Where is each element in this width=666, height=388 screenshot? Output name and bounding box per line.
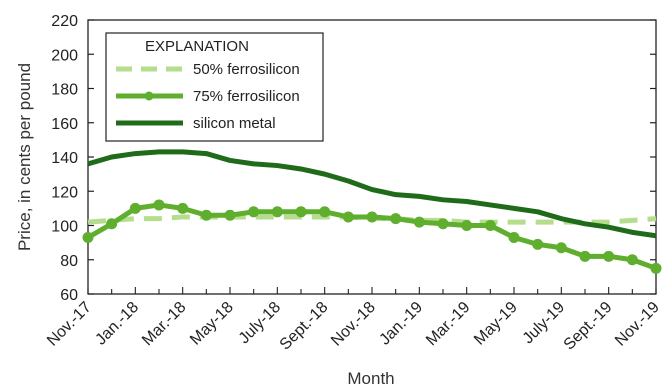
- x-tick-label: May-18: [187, 299, 237, 349]
- x-tick-label: Nov.-17: [44, 299, 95, 350]
- x-tick-label: Sept.-19: [561, 299, 616, 354]
- data-point-75-ferrosilicon: [603, 250, 615, 262]
- data-point-75-ferrosilicon: [461, 220, 473, 231]
- data-point-75-ferrosilicon: [390, 213, 402, 225]
- legend-title: EXPLANATION: [145, 38, 249, 55]
- y-tick-label: 200: [51, 47, 78, 64]
- x-tick-label: Nov.-18: [328, 299, 379, 350]
- x-tick-label: Mar.-18: [139, 299, 189, 349]
- y-tick-label: 120: [51, 184, 78, 201]
- data-point-75-ferrosilicon: [224, 209, 236, 221]
- legend: EXPLANATION 50% ferrosilicon 75% ferrosi…: [105, 32, 324, 142]
- data-point-75-ferrosilicon: [366, 211, 378, 223]
- y-tick-label: 180: [51, 82, 78, 99]
- data-point-75-ferrosilicon: [82, 231, 94, 243]
- x-tick-label: Jan.-19: [376, 299, 426, 349]
- data-point-75-ferrosilicon: [555, 242, 567, 254]
- data-point-75-ferrosilicon: [200, 209, 212, 221]
- x-tick-label: Sept.-18: [277, 299, 332, 354]
- data-point-75-ferrosilicon: [248, 206, 260, 218]
- legend-label-silicon-metal: silicon metal: [193, 115, 276, 132]
- y-tick-label: 60: [60, 287, 78, 304]
- data-point-75-ferrosilicon: [626, 254, 638, 266]
- data-point-75-ferrosilicon: [484, 220, 496, 231]
- y-tick-label: 140: [51, 150, 78, 167]
- y-tick-label: 80: [60, 253, 78, 270]
- series-line-silicon-metal: [87, 149, 657, 239]
- data-point-75-ferrosilicon: [413, 216, 425, 228]
- data-point-75-ferrosilicon: [650, 262, 662, 274]
- y-tick-label: 100: [51, 219, 78, 236]
- x-axis-ticks: Nov.-17Jan.-18Mar.-18May-18July-18Sept.-…: [44, 287, 663, 354]
- x-tick-label: Nov.-19: [612, 299, 663, 350]
- x-tick-label: Jan.-18: [92, 299, 142, 349]
- data-point-75-ferrosilicon: [319, 206, 331, 218]
- y-tick-label: 160: [51, 116, 78, 133]
- legend-marker-75-ferrosilicon: [144, 91, 154, 101]
- data-point-75-ferrosilicon: [106, 218, 118, 230]
- x-tick-label: May-19: [471, 299, 521, 349]
- data-point-75-ferrosilicon: [532, 238, 544, 250]
- data-point-75-ferrosilicon: [153, 199, 165, 211]
- legend-label-50-ferrosilicon: 50% ferrosilicon: [193, 61, 300, 78]
- data-point-75-ferrosilicon: [437, 218, 449, 230]
- data-point-75-ferrosilicon: [579, 250, 591, 262]
- y-axis-ticks: 60 80 100 120 140 160 180 200 220: [51, 13, 656, 304]
- legend-label-75-ferrosilicon: 75% ferrosilicon: [193, 88, 300, 105]
- data-point-75-ferrosilicon: [508, 231, 520, 243]
- y-tick-label: 220: [51, 13, 78, 30]
- data-point-75-ferrosilicon: [342, 211, 354, 223]
- data-point-75-ferrosilicon: [271, 206, 283, 218]
- x-tick-label: Mar.-19: [423, 299, 473, 349]
- series-layer: [82, 149, 662, 274]
- data-point-75-ferrosilicon: [295, 206, 307, 218]
- y-axis-title: Price, in cents per pound: [15, 63, 34, 251]
- data-point-75-ferrosilicon: [129, 202, 141, 214]
- x-axis-title: Month: [347, 369, 394, 388]
- data-point-75-ferrosilicon: [177, 202, 189, 214]
